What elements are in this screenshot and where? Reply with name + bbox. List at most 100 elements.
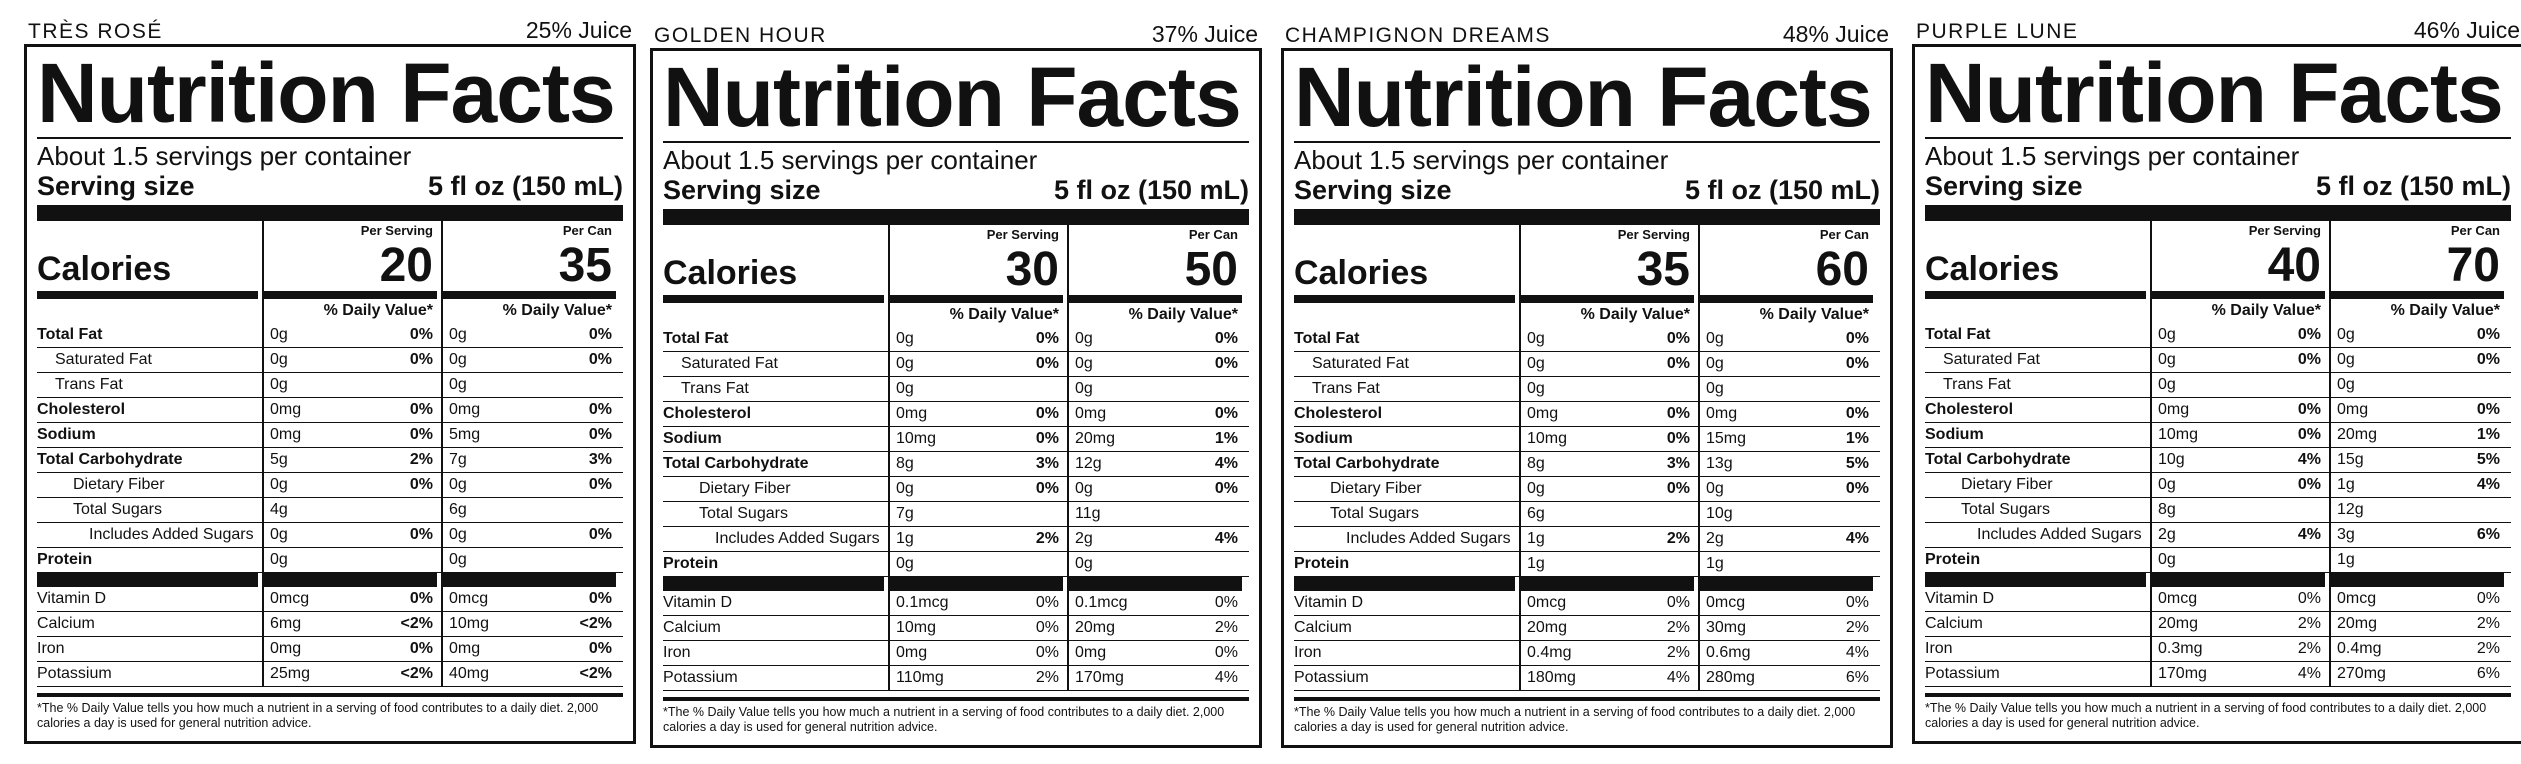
facts-title: Nutrition Facts — [1294, 55, 1880, 143]
nutrient-amount: 20mg — [1075, 430, 1116, 447]
vitamin-daily-value: <2% — [400, 615, 433, 632]
nutrient-daily-value: 0% — [409, 426, 433, 443]
vitamin-daily-value: 0% — [1035, 594, 1059, 611]
nutrient-label: Total Fat — [1925, 326, 1991, 343]
dv-header-can: % Daily Value* — [1698, 303, 1873, 327]
vitamin-daily-value: 2% — [1666, 644, 1690, 661]
per-can-label: Per Can — [562, 223, 612, 238]
per-can-value: 0g 0% — [2329, 348, 2504, 372]
vitamin-row: Vitamin D 0mcg 0% 0mcg 0% — [1925, 587, 2511, 612]
per-serving-value: 10mg 0% — [1519, 427, 1694, 451]
nutrient-row: Saturated Fat 0g 0% 0g 0% — [1925, 348, 2511, 373]
nutrient-row: Total Fat 0g 0% 0g 0% — [1925, 323, 2511, 348]
nutrient-label: Dietary Fiber — [1330, 480, 1422, 497]
vitamin-row: Calcium 6mg <2% 10mg <2% — [37, 612, 623, 637]
vitamin-amount: 10mg — [449, 615, 490, 632]
per-serving-value: 0mg 0% — [888, 641, 1063, 665]
vitamin-label: Iron — [1925, 640, 1953, 657]
nutrient-amount: 0g — [1706, 330, 1724, 347]
per-serving-value: 0g — [1519, 377, 1694, 401]
nutrient-label: Trans Fat — [1312, 380, 1380, 397]
vitamin-amount: 0.3mg — [2158, 640, 2203, 657]
nutrient-label: Total Sugars — [1961, 501, 2050, 518]
nutrient-row: Dietary Fiber 0g 0% 0g 0% — [37, 473, 623, 498]
per-can-value: 0mg 0% — [1067, 402, 1242, 426]
nutrient-label: Includes Added Sugars — [715, 530, 880, 547]
product-name: GOLDEN HOUR — [654, 24, 827, 47]
vitamin-row: Iron 0.3mg 2% 0.4mg 2% — [1925, 637, 2511, 662]
per-serving-value: 20mg 2% — [1519, 616, 1694, 640]
serving-size-label: Serving size — [37, 171, 195, 201]
nutrient-daily-value: 0% — [1845, 355, 1869, 372]
calories-row: Calories Per Serving 20 Per Can 35 — [37, 221, 623, 291]
nutrient-row: Includes Added Sugars 1g 2% 2g 4% — [1294, 527, 1880, 552]
vitamin-row: Potassium 110mg 2% 170mg 4% — [663, 666, 1249, 691]
divider-segment — [2150, 573, 2325, 587]
vitamin-daily-value: 0% — [1666, 594, 1690, 611]
nutrient-amount: 0mg — [2337, 401, 2369, 418]
medium-divider — [37, 291, 623, 299]
divider-segment — [262, 291, 437, 299]
serving-size-value: 5 fl oz (150 mL) — [2315, 171, 2511, 201]
per-serving-value: 0mg 0% — [888, 402, 1063, 426]
nutrient-daily-value: 4% — [1214, 455, 1238, 472]
nutrient-amount: 0g — [2158, 351, 2176, 368]
juice-percent: 37% Juice — [1151, 21, 1258, 47]
daily-value-header-row: % Daily Value*% Daily Value* — [1925, 299, 2511, 323]
calories-row: Calories Per Serving 35 Per Can 60 — [1294, 225, 1880, 295]
vitamin-row: Iron 0mg 0% 0mg 0% — [663, 641, 1249, 666]
vitamin-row: Potassium 170mg 4% 270mg 6% — [1925, 662, 2511, 687]
nutrient-daily-value: 0% — [588, 401, 612, 418]
divider-segment — [1294, 577, 1515, 591]
per-can-value: 13g 5% — [1698, 452, 1873, 476]
vitamin-amount: 40mg — [449, 665, 490, 682]
vitamin-label: Potassium — [663, 669, 738, 686]
divider-segment — [37, 291, 258, 299]
calories-per-can: 35 — [558, 239, 612, 292]
divider-segment — [2150, 291, 2325, 299]
nutrient-amount: 4g — [270, 501, 288, 518]
nutrient-label: Saturated Fat — [681, 355, 778, 372]
nutrient-row: Trans Fat 0g 0g — [37, 373, 623, 398]
per-serving-value: 0.3mg 2% — [2150, 637, 2325, 661]
facts-panel: Nutrition Facts About 1.5 servings per co… — [24, 44, 636, 744]
nutrient-daily-value: 0% — [588, 526, 612, 543]
nutrient-row: Dietary Fiber 0g 0% 0g 0% — [663, 477, 1249, 502]
nutrient-amount: 5mg — [449, 426, 481, 443]
per-serving-value: 7g — [888, 502, 1063, 526]
vitamin-divider — [1294, 577, 1880, 591]
nutrient-row: Total Carbohydrate 5g 2% 7g 3% — [37, 448, 623, 473]
calories-label-cell: Calories — [1294, 225, 1515, 295]
nutrient-row: Total Carbohydrate 10g 4% 15g 5% — [1925, 448, 2511, 473]
nutrient-amount: 15mg — [1706, 430, 1747, 447]
vitamin-daily-value: 2% — [1035, 669, 1059, 686]
vitamin-daily-value: 2% — [1845, 619, 1869, 636]
nutrient-row: Includes Added Sugars 2g 4% 3g 6% — [1925, 523, 2511, 548]
nutrient-label: Cholesterol — [1925, 401, 2014, 418]
calories-can-cell: Per Can 70 — [2329, 221, 2504, 291]
nutrient-row: Saturated Fat 0g 0% 0g 0% — [663, 352, 1249, 377]
nutrient-amount: 1g — [2337, 551, 2355, 568]
nutrient-label: Sodium — [663, 430, 722, 447]
dv-header-serving: % Daily Value* — [888, 303, 1063, 327]
serving-size-label: Serving size — [1294, 175, 1452, 205]
per-serving-value: 0g — [888, 377, 1063, 401]
nutrient-amount: 0g — [449, 376, 467, 393]
per-can-label: Per Can — [2450, 223, 2500, 238]
serving-size-label: Serving size — [1925, 171, 2083, 201]
nutrient-amount: 1g — [1527, 555, 1545, 572]
vitamin-amount: 0.1mcg — [896, 594, 949, 611]
vitamin-label: Vitamin D — [1294, 594, 1364, 611]
nutrient-daily-value: 4% — [2476, 476, 2500, 493]
per-can-value: 40mg <2% — [441, 662, 616, 686]
vitamin-divider — [37, 573, 623, 587]
vitamin-amount: 0mg — [270, 640, 302, 657]
nutrient-row: Cholesterol 0mg 0% 0mg 0% — [37, 398, 623, 423]
per-can-value: 20mg 2% — [1067, 616, 1242, 640]
vitamin-daily-value: 0% — [1214, 644, 1238, 661]
per-serving-value: 20mg 2% — [2150, 612, 2325, 636]
nutrient-label: Dietary Fiber — [699, 480, 791, 497]
per-serving-value: 0g 0% — [2150, 323, 2325, 347]
vitamin-amount: 25mg — [270, 665, 311, 682]
nutrient-label: Total Sugars — [73, 501, 162, 518]
